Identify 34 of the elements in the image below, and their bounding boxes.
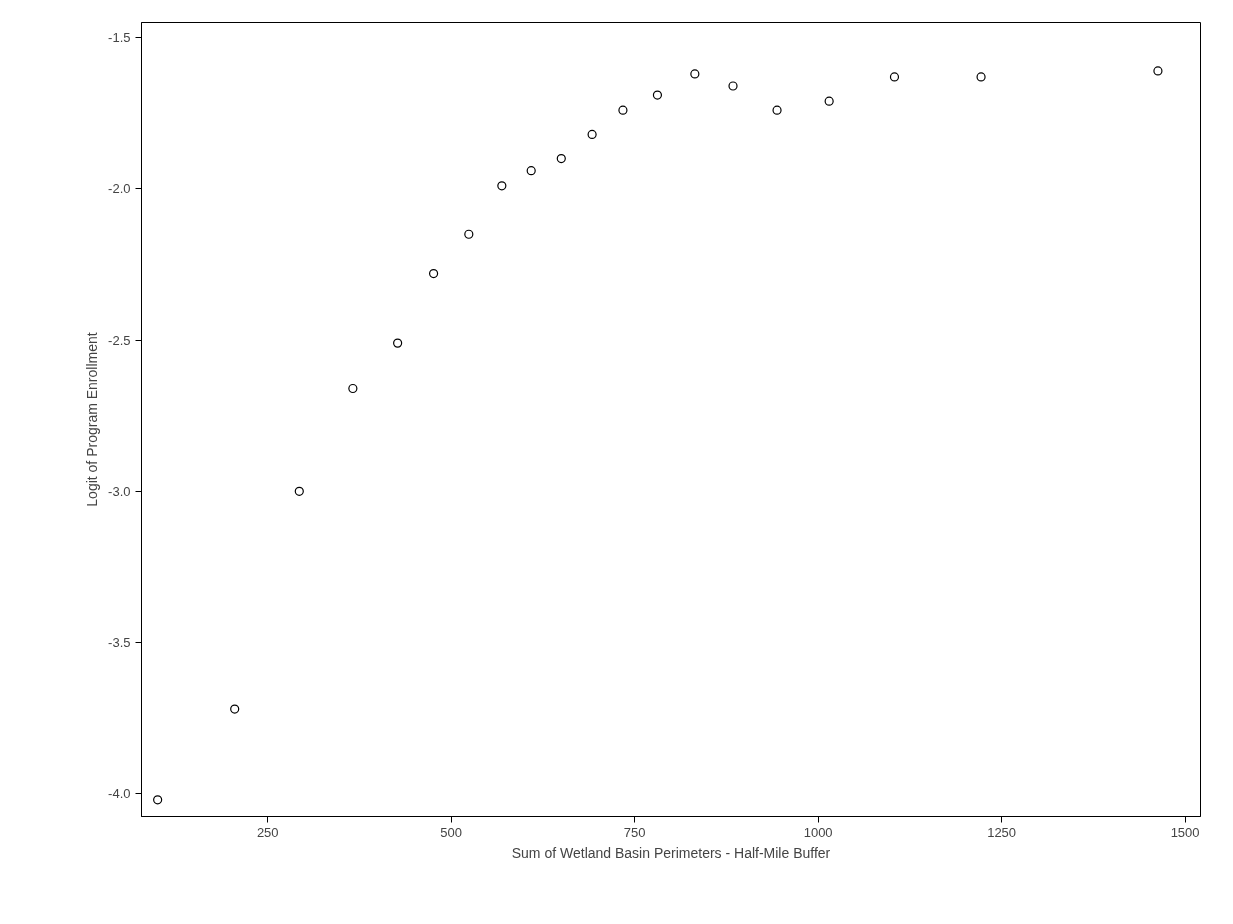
point: [1153, 66, 1163, 76]
y-tick-label: -2.5: [108, 332, 131, 348]
x-tick-label: 250: [256, 824, 279, 840]
point: [824, 96, 834, 106]
x-tick-label: 750: [623, 824, 646, 840]
point: [587, 129, 597, 140]
y-tick-label: -3.0: [108, 483, 131, 499]
y-tick-label: -1.5: [108, 30, 131, 46]
point: [294, 486, 304, 496]
point: [728, 81, 738, 91]
point: [652, 90, 663, 100]
point: [889, 72, 900, 82]
y-axis-title: Logit of Program Enrollment: [84, 332, 101, 507]
x-tick-label: 1000: [803, 824, 833, 840]
point: [526, 166, 536, 176]
point: [348, 383, 358, 394]
point: [618, 105, 628, 115]
point: [556, 154, 566, 164]
x-tick-label: 1250: [987, 824, 1017, 840]
point: [153, 795, 163, 805]
point: [690, 69, 700, 79]
point: [497, 181, 507, 191]
point: [772, 105, 782, 115]
point: [230, 704, 240, 714]
x-axis-title: Sum of Wetland Basin Perimeters - Half-Mile Buffer: [511, 844, 831, 861]
point: [464, 229, 474, 239]
x-tick-label: 500: [440, 824, 463, 840]
point: [393, 338, 403, 348]
y-tick-label: -4.0: [108, 786, 131, 802]
point: [976, 72, 986, 82]
y-tick-label: -2.0: [108, 181, 131, 197]
y-tick-label: -3.5: [108, 635, 131, 651]
x-tick-label: 1500: [1170, 824, 1200, 840]
point: [428, 268, 439, 279]
